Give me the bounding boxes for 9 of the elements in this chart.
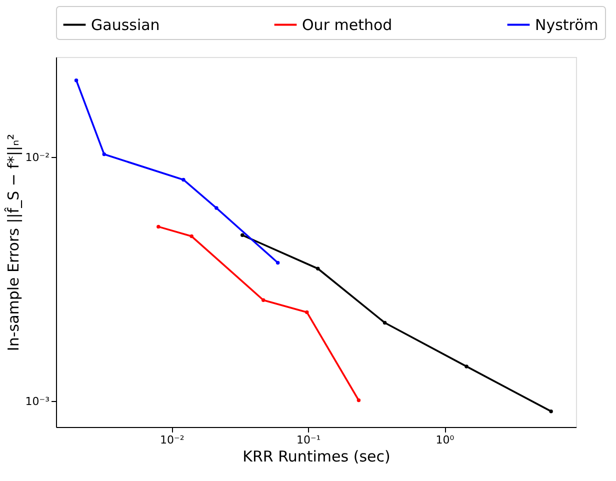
x-tick-label: 10⁻²	[160, 434, 184, 446]
legend-label: Nyström	[535, 16, 598, 34]
legend-label: Gaussian	[91, 16, 160, 34]
y-axis-title: In-sample Errors ||f̂_S − f*||ₙ²	[4, 134, 22, 352]
x-axis-title: KRR Runtimes (sec)	[242, 448, 390, 466]
legend-label: Our method	[302, 16, 392, 34]
x-tick-label: 10⁻¹	[296, 434, 321, 446]
x-tick-label: 10⁰	[436, 434, 455, 446]
y-tick-label: 10⁻³	[25, 394, 50, 408]
